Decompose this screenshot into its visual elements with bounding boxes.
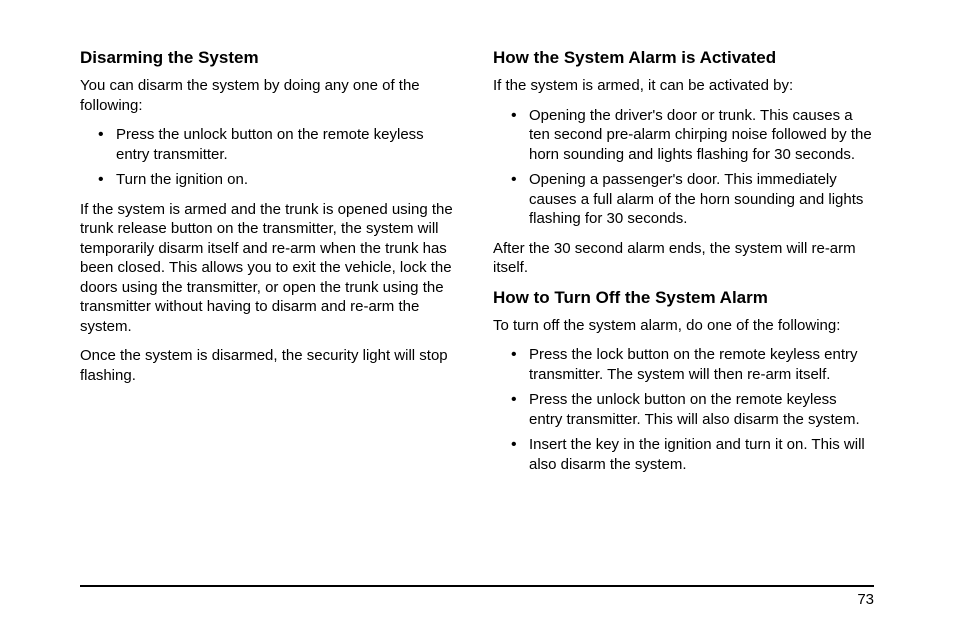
paragraph: Once the system is disarmed, the securit… [80, 346, 461, 385]
paragraph: To turn off the system alarm, do one of … [493, 316, 874, 336]
paragraph: You can disarm the system by doing any o… [80, 76, 461, 115]
heading-turnoff: How to Turn Off the System Alarm [493, 288, 874, 308]
list-item: Press the unlock button on the remote ke… [493, 390, 874, 429]
bullet-list: Press the lock button on the remote keyl… [493, 345, 874, 474]
list-item: Opening the driver's door or trunk. This… [493, 106, 874, 165]
heading-activated: How the System Alarm is Activated [493, 48, 874, 68]
bullet-list: Press the unlock button on the remote ke… [80, 125, 461, 190]
paragraph: If the system is armed, it can be activa… [493, 76, 874, 96]
page-content: Disarming the System You can disarm the … [80, 48, 874, 484]
page-footer: 73 [80, 585, 874, 608]
paragraph: After the 30 second alarm ends, the syst… [493, 239, 874, 278]
heading-disarming: Disarming the System [80, 48, 461, 68]
right-column: How the System Alarm is Activated If the… [493, 48, 874, 484]
page-number: 73 [80, 591, 874, 608]
list-item: Press the unlock button on the remote ke… [80, 125, 461, 164]
list-item: Turn the ignition on. [80, 170, 461, 190]
footer-divider [80, 585, 874, 587]
left-column: Disarming the System You can disarm the … [80, 48, 461, 484]
list-item: Press the lock button on the remote keyl… [493, 345, 874, 384]
list-item: Opening a passenger's door. This immedia… [493, 170, 874, 229]
paragraph: If the system is armed and the trunk is … [80, 200, 461, 337]
bullet-list: Opening the driver's door or trunk. This… [493, 106, 874, 229]
list-item: Insert the key in the ignition and turn … [493, 435, 874, 474]
